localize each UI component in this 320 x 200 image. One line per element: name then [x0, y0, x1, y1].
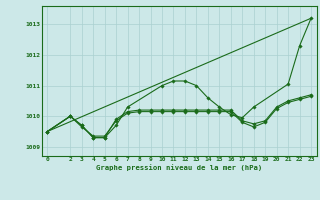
X-axis label: Graphe pression niveau de la mer (hPa): Graphe pression niveau de la mer (hPa) [96, 164, 262, 171]
